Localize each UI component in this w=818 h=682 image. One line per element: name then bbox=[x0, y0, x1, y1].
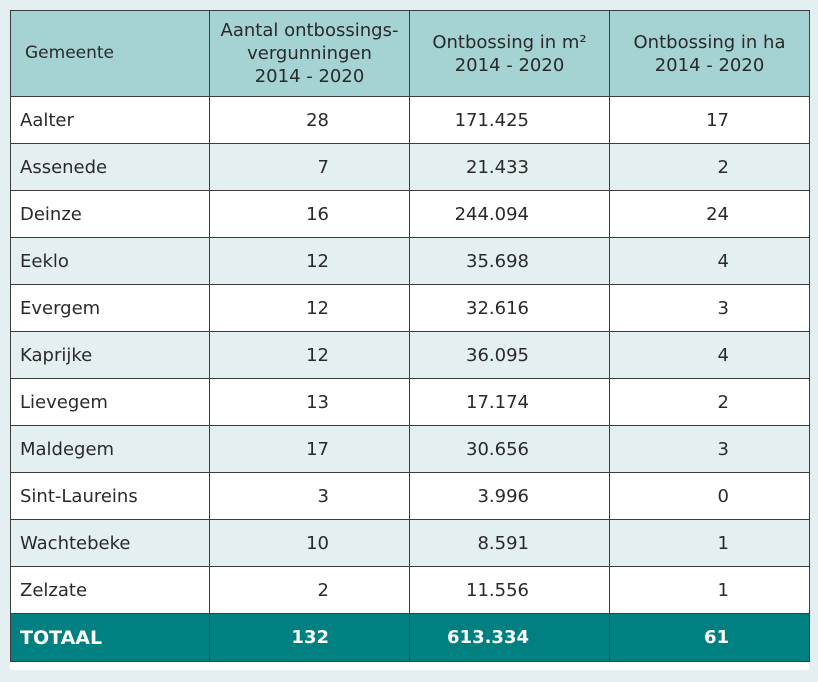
header-vergunningen-line-1: Aantal ontbossings- bbox=[210, 19, 409, 42]
total-ha: 61 bbox=[610, 614, 810, 662]
cell-vergunningen: 12 bbox=[210, 238, 410, 285]
cell-m2: 36.095 bbox=[410, 332, 610, 379]
table-row: Aalter 28 171.425 17 bbox=[11, 97, 810, 144]
cell-gemeente: Maldegem bbox=[11, 426, 210, 473]
header-vergunningen-line-2: vergunningen bbox=[210, 42, 409, 65]
cell-gemeente: Lievegem bbox=[11, 379, 210, 426]
header-m2: Ontbossing in m² 2014 - 2020 bbox=[410, 11, 610, 97]
cell-ha: 1 bbox=[610, 567, 810, 614]
cell-m2: 8.591 bbox=[410, 520, 610, 567]
table-header: Gemeente Aantal ontbossings- vergunninge… bbox=[11, 11, 810, 97]
header-ha-line-1: Ontbossing in ha bbox=[610, 31, 809, 54]
cell-vergunningen: 7 bbox=[210, 144, 410, 191]
table-row: Zelzate 2 11.556 1 bbox=[11, 567, 810, 614]
cell-m2: 30.656 bbox=[410, 426, 610, 473]
table-row: Maldegem 17 30.656 3 bbox=[11, 426, 810, 473]
cell-ha: 3 bbox=[610, 285, 810, 332]
header-ha-line-2: 2014 - 2020 bbox=[610, 54, 809, 77]
cell-ha: 17 bbox=[610, 97, 810, 144]
total-label: TOTAAL bbox=[11, 614, 210, 662]
table-row: Kaprijke 12 36.095 4 bbox=[11, 332, 810, 379]
table-row: Deinze 16 244.094 24 bbox=[11, 191, 810, 238]
cell-m2: 244.094 bbox=[410, 191, 610, 238]
cell-m2: 11.556 bbox=[410, 567, 610, 614]
cell-gemeente: Wachtebeke bbox=[11, 520, 210, 567]
cell-ha: 3 bbox=[610, 426, 810, 473]
cell-ha: 1 bbox=[610, 520, 810, 567]
cell-gemeente: Evergem bbox=[11, 285, 210, 332]
table-row: Wachtebeke 10 8.591 1 bbox=[11, 520, 810, 567]
cell-vergunningen: 17 bbox=[210, 426, 410, 473]
cell-vergunningen: 16 bbox=[210, 191, 410, 238]
table-row: Sint-Laureins 3 3.996 0 bbox=[11, 473, 810, 520]
cell-gemeente: Sint-Laureins bbox=[11, 473, 210, 520]
cell-ha: 24 bbox=[610, 191, 810, 238]
table-frame: Gemeente Aantal ontbossings- vergunninge… bbox=[10, 10, 809, 670]
header-vergunningen-line-3: 2014 - 2020 bbox=[210, 65, 409, 88]
cell-vergunningen: 3 bbox=[210, 473, 410, 520]
header-vergunningen: Aantal ontbossings- vergunningen 2014 - … bbox=[210, 11, 410, 97]
cell-vergunningen: 13 bbox=[210, 379, 410, 426]
cell-ha: 0 bbox=[610, 473, 810, 520]
total-row: TOTAAL 132 613.334 61 bbox=[11, 614, 810, 662]
header-ha: Ontbossing in ha 2014 - 2020 bbox=[610, 11, 810, 97]
table-row: Evergem 12 32.616 3 bbox=[11, 285, 810, 332]
header-m2-line-2: 2014 - 2020 bbox=[410, 54, 609, 77]
cell-gemeente: Eeklo bbox=[11, 238, 210, 285]
table-row: Lievegem 13 17.174 2 bbox=[11, 379, 810, 426]
cell-vergunningen: 12 bbox=[210, 285, 410, 332]
table-footer: TOTAAL 132 613.334 61 bbox=[11, 614, 810, 662]
cell-ha: 2 bbox=[610, 379, 810, 426]
total-m2: 613.334 bbox=[410, 614, 610, 662]
cell-m2: 3.996 bbox=[410, 473, 610, 520]
cell-ha: 2 bbox=[610, 144, 810, 191]
cell-vergunningen: 10 bbox=[210, 520, 410, 567]
header-row: Gemeente Aantal ontbossings- vergunninge… bbox=[11, 11, 810, 97]
ontbossing-table: Gemeente Aantal ontbossings- vergunninge… bbox=[10, 10, 810, 662]
header-m2-line-1: Ontbossing in m² bbox=[410, 31, 609, 54]
header-gemeente: Gemeente bbox=[11, 11, 210, 97]
table-body: Aalter 28 171.425 17 Assenede 7 21.433 2… bbox=[11, 97, 810, 614]
cell-gemeente: Zelzate bbox=[11, 567, 210, 614]
total-vergunningen: 132 bbox=[210, 614, 410, 662]
cell-vergunningen: 12 bbox=[210, 332, 410, 379]
cell-m2: 17.174 bbox=[410, 379, 610, 426]
cell-m2: 21.433 bbox=[410, 144, 610, 191]
cell-vergunningen: 2 bbox=[210, 567, 410, 614]
cell-gemeente: Kaprijke bbox=[11, 332, 210, 379]
cell-gemeente: Deinze bbox=[11, 191, 210, 238]
cell-ha: 4 bbox=[610, 238, 810, 285]
cell-gemeente: Aalter bbox=[11, 97, 210, 144]
table-row: Assenede 7 21.433 2 bbox=[11, 144, 810, 191]
cell-vergunningen: 28 bbox=[210, 97, 410, 144]
cell-gemeente: Assenede bbox=[11, 144, 210, 191]
cell-m2: 35.698 bbox=[410, 238, 610, 285]
cell-m2: 171.425 bbox=[410, 97, 610, 144]
cell-ha: 4 bbox=[610, 332, 810, 379]
cell-m2: 32.616 bbox=[410, 285, 610, 332]
table-row: Eeklo 12 35.698 4 bbox=[11, 238, 810, 285]
